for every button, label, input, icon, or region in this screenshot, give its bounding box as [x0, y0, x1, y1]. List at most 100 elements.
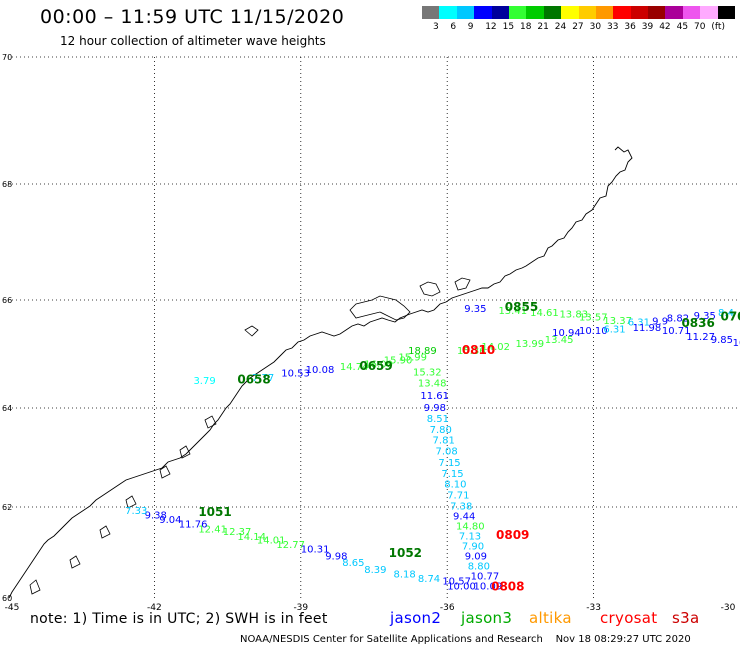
- coast-islands: [29, 277, 471, 595]
- swh-value-label: 9.38: [145, 510, 167, 521]
- scale-label: 27: [572, 22, 584, 32]
- swh-value-label: 11.27: [686, 332, 715, 343]
- page-title: 00:00 – 11:59 UTC 11/15/2020: [40, 6, 345, 28]
- scale-label: 39: [641, 22, 654, 32]
- swh-value-label: 11.76: [179, 519, 208, 530]
- lon-tick-label: -42: [147, 603, 162, 613]
- swh-value-label: 12.37: [223, 527, 252, 538]
- swh-value-label: 14.14: [237, 532, 266, 543]
- swh-value-label: 9.85: [711, 335, 733, 346]
- lon-tick-label: -39: [293, 603, 308, 613]
- lon-tick-label: -45: [5, 603, 20, 613]
- scale-swatch: [526, 6, 544, 19]
- swh-value-label: 15.32: [413, 368, 442, 379]
- scale-label: 70: [694, 22, 706, 32]
- swh-value-label: 10.31: [301, 545, 330, 556]
- swh-value-label: 3.79: [193, 376, 215, 387]
- map-frame: [8, 57, 740, 605]
- swh-value-label: 10.77: [471, 571, 500, 582]
- swh-value-label: 15.90: [384, 356, 413, 367]
- lon-tick-label: -33: [586, 603, 601, 613]
- scale-swatch: [665, 6, 683, 19]
- swh-value-label: 10.57: [442, 576, 471, 587]
- pass-time-label: 0658: [237, 373, 270, 387]
- pass-time-label: 0808: [491, 580, 524, 594]
- swh-value-label: 8.65: [342, 558, 364, 569]
- swh-value-label: 7.08: [435, 447, 457, 458]
- swh-value-label: 13.37: [603, 316, 632, 327]
- color-scale: [422, 6, 736, 19]
- swh-value-label: 14.01: [257, 535, 286, 546]
- swh-value-label: 8.51: [427, 414, 449, 425]
- scale-swatch: [595, 6, 614, 19]
- swh-value-label: 8.18: [394, 570, 416, 581]
- swh-value-label: 7.13: [459, 531, 481, 542]
- swh-value-label: 9.09: [465, 551, 487, 562]
- swh-value-label: 10.53: [281, 369, 310, 380]
- scale-label: 45: [676, 22, 689, 32]
- swh-value-label: 7.77: [252, 373, 274, 384]
- scale-swatch: [700, 6, 718, 19]
- scale-label: 15: [502, 22, 515, 32]
- scale-swatch: [543, 6, 562, 19]
- swh-value-label: 14.61: [530, 308, 559, 319]
- lat-tick-label: 66: [2, 296, 12, 305]
- pass-time-label: 0836: [681, 316, 714, 330]
- swh-value-label: 7.71: [447, 491, 469, 502]
- scale-label: 42: [659, 22, 671, 32]
- swh-value-label: 7.81: [433, 436, 455, 447]
- greenland-coastline: [8, 146, 633, 599]
- swh-value-label: 15.36: [457, 346, 486, 357]
- legend-altika: altika: [529, 609, 572, 627]
- scale-swatch: [456, 6, 475, 19]
- pass-time-label: 0810: [462, 343, 495, 357]
- swh-value-label: 14.80: [456, 521, 485, 532]
- swh-value-label: 9.35: [464, 304, 486, 315]
- lat-tick-label: 62: [2, 503, 12, 512]
- swh-value-label: 12.41: [198, 524, 227, 535]
- pass-time-label: 0659: [359, 359, 392, 373]
- lat-tick-label: 68: [2, 180, 12, 189]
- swh-value-label: 6.31: [628, 317, 650, 328]
- swh-value-label: 14.74: [340, 362, 369, 373]
- swh-value-label: 11.98: [633, 323, 662, 334]
- swh-value-label: 13.45: [545, 335, 574, 346]
- legend-jason3: jason3: [461, 609, 513, 627]
- scale-swatch: [613, 6, 631, 19]
- swh-value-label: 8.4: [718, 308, 734, 319]
- swh-value-label: 16.00: [364, 360, 393, 371]
- swh-value-label: 7.15: [438, 458, 460, 469]
- swh-value-label: 8.39: [364, 565, 386, 576]
- swh-value-label: 7.38: [450, 501, 472, 512]
- lon-tick-label: -36: [440, 603, 455, 613]
- scale-swatch: [630, 6, 649, 19]
- swh-value-label: 9.44: [453, 511, 475, 522]
- scale-swatch: [474, 6, 492, 19]
- swh-value-label: 10.71: [662, 326, 691, 337]
- swh-value-label: 8.74: [418, 574, 440, 585]
- scale-label: 30: [589, 22, 602, 32]
- swh-value-label: 8.80: [468, 561, 490, 572]
- scale-swatch: [422, 6, 440, 19]
- scale-label: 6: [450, 22, 457, 32]
- pass-time-label: 1051: [198, 505, 231, 519]
- scale-swatch: [439, 6, 457, 19]
- swh-value-label: 7.15: [441, 469, 463, 480]
- swh-value-label: 10: [733, 338, 740, 349]
- swh-value-label: 13.48: [418, 378, 447, 389]
- scale-swatch: [491, 6, 509, 19]
- swh-value-label: 9.9: [652, 316, 668, 327]
- scale-label: 33: [607, 22, 619, 32]
- swh-value-label: 8.10: [444, 480, 466, 491]
- swh-value-label: 10.94: [552, 328, 581, 339]
- page-subtitle: 12 hour collection of altimeter wave hei…: [60, 34, 326, 48]
- swh-value-label: 10.08: [306, 365, 335, 376]
- scale-label: (ft): [711, 22, 725, 32]
- swh-value-label: 6.31: [603, 324, 625, 335]
- legend-s3a: s3a: [672, 609, 700, 627]
- pass-time-label: 0809: [496, 528, 529, 542]
- scale-swatch: [717, 6, 736, 19]
- swh-value-label: 9.04: [159, 515, 181, 526]
- pass-time-label: 0704: [720, 310, 740, 324]
- swh-value-label: 13.83: [559, 309, 588, 320]
